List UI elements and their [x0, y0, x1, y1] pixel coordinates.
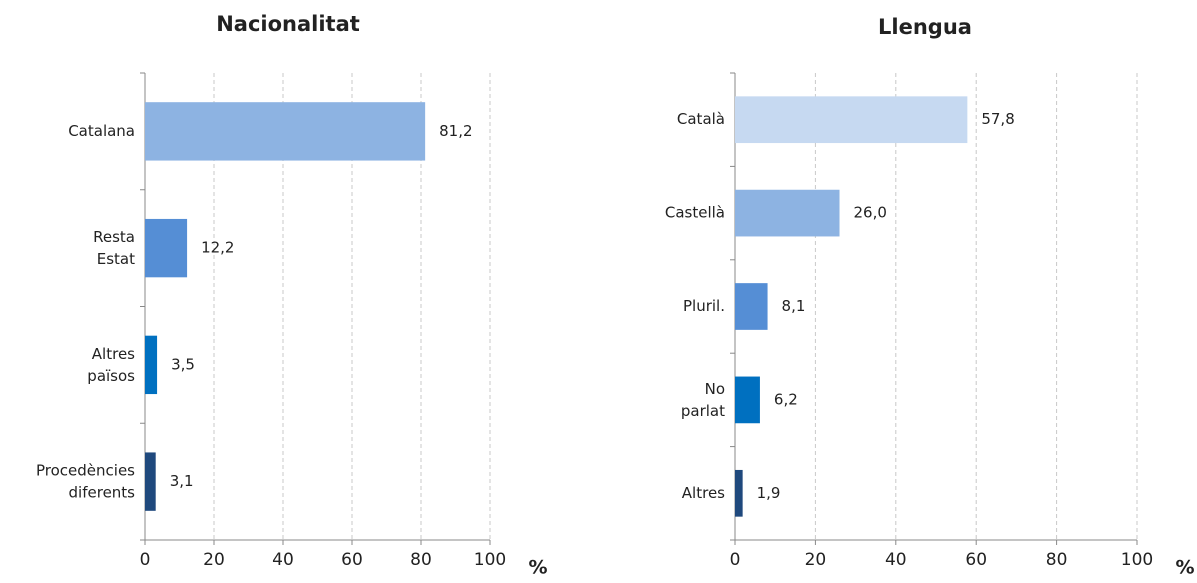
x-tick-label: 0 — [140, 550, 151, 570]
bar — [735, 96, 968, 144]
value-label: 3,1 — [170, 472, 194, 490]
x-axis-unit: % — [1175, 557, 1194, 579]
chart-title: Llengua — [878, 15, 972, 39]
value-label: 26,0 — [854, 204, 887, 222]
y-tick-label: No parlat — [681, 379, 725, 419]
y-tick-label: Procedències diferents — [36, 461, 135, 501]
value-label: 8,1 — [782, 297, 806, 315]
y-tick-label: Resta Estat — [93, 228, 135, 268]
chart-title: Nacionalitat — [216, 12, 360, 36]
y-tick-label: Catalana — [68, 122, 135, 140]
y-tick-label: Altres països — [87, 344, 135, 384]
value-label: 81,2 — [439, 122, 472, 140]
bar — [145, 102, 426, 161]
x-tick-label: 60 — [341, 550, 363, 570]
bar — [735, 376, 760, 424]
y-tick-label: Pluril. — [683, 297, 725, 315]
bar — [735, 283, 768, 330]
x-tick-label: 40 — [272, 550, 294, 570]
x-tick-label: 100 — [474, 550, 506, 570]
x-tick-label: 100 — [1121, 550, 1153, 570]
x-axis-unit: % — [528, 557, 547, 579]
x-tick-label: 0 — [730, 550, 741, 570]
x-tick-label: 60 — [965, 550, 987, 570]
x-tick-label: 80 — [410, 550, 432, 570]
y-tick-label: Català — [677, 110, 725, 128]
bar — [145, 218, 188, 278]
value-label: 57,8 — [981, 110, 1014, 128]
y-tick-label: Castellà — [665, 204, 725, 222]
bar — [145, 452, 156, 511]
bar — [735, 469, 743, 517]
value-label: 6,2 — [774, 390, 798, 408]
value-label: 1,9 — [757, 484, 781, 502]
x-tick-label: 80 — [1046, 550, 1068, 570]
y-tick-label: Altres — [682, 484, 725, 502]
value-label: 3,5 — [171, 355, 195, 373]
bar — [145, 335, 158, 395]
x-tick-label: 40 — [885, 550, 907, 570]
bar — [735, 189, 840, 237]
x-tick-label: 20 — [805, 550, 827, 570]
x-tick-label: 20 — [203, 550, 225, 570]
value-label: 12,2 — [201, 239, 234, 257]
